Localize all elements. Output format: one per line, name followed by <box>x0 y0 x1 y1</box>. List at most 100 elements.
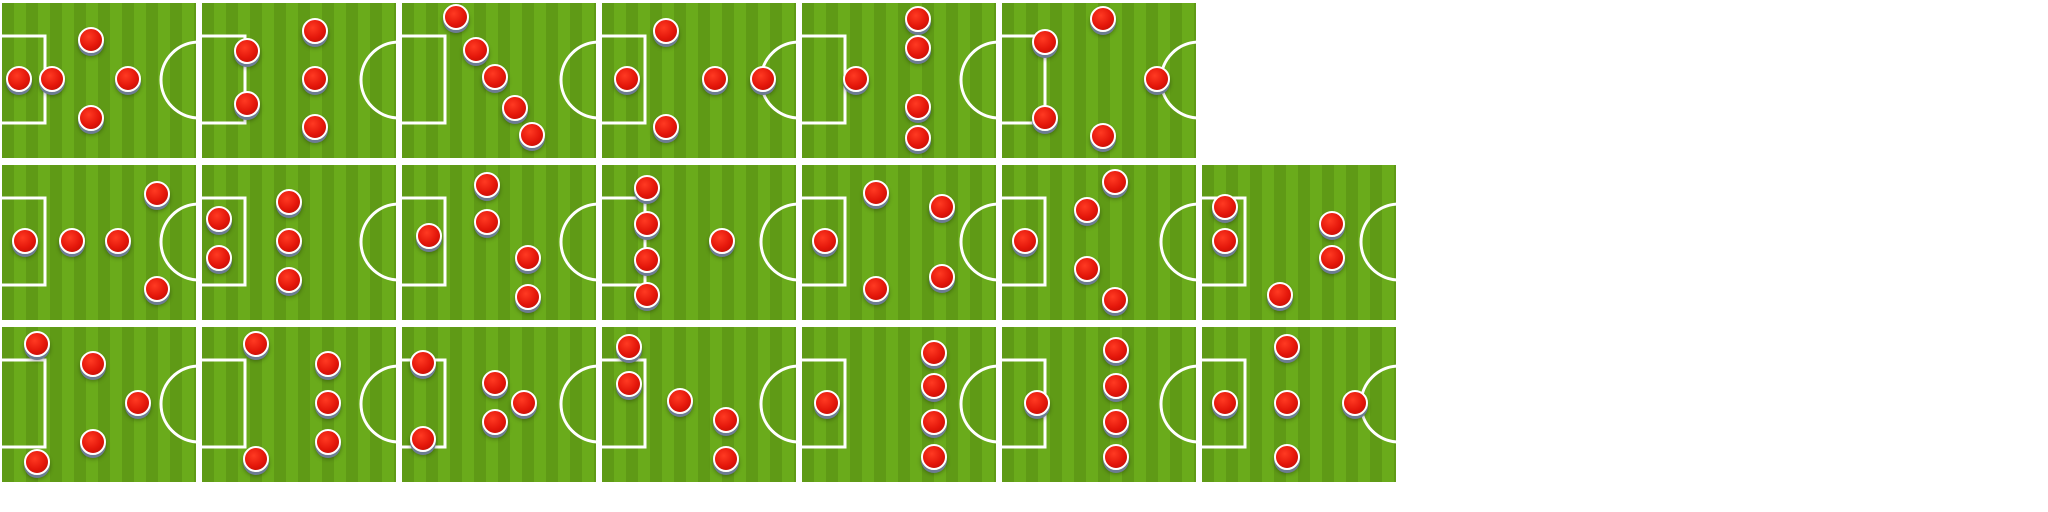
player-marker <box>482 408 509 435</box>
formation-tile[interactable] <box>602 3 796 158</box>
player-marker <box>1274 444 1301 471</box>
formation-tile[interactable] <box>1002 165 1196 320</box>
player-marker <box>701 65 728 92</box>
player-marker <box>1266 282 1293 309</box>
penalty-box <box>1002 196 1047 287</box>
center-circle <box>759 202 796 282</box>
formation-tile[interactable] <box>802 3 996 158</box>
player-marker <box>410 349 437 376</box>
player-marker <box>920 372 947 399</box>
player-marker <box>616 371 643 398</box>
player-marker <box>78 104 105 131</box>
penalty-box <box>802 358 847 449</box>
formation-tile[interactable] <box>402 327 596 482</box>
player-marker <box>58 227 85 254</box>
formation-tile[interactable] <box>602 327 796 482</box>
formation-tile[interactable] <box>202 3 396 158</box>
player-marker <box>80 351 107 378</box>
player-marker <box>12 227 39 254</box>
formation-tile[interactable] <box>2 327 196 482</box>
player-marker <box>1031 28 1058 55</box>
player-marker <box>1103 444 1130 471</box>
center-circle <box>1359 202 1396 282</box>
center-circle <box>959 40 996 120</box>
formation-tile[interactable] <box>1002 3 1196 158</box>
formation-tile[interactable] <box>2 3 196 158</box>
player-marker <box>105 227 132 254</box>
penalty-box <box>2 358 47 449</box>
penalty-box <box>2 196 47 287</box>
player-marker <box>1074 255 1101 282</box>
player-marker <box>416 223 443 250</box>
player-marker <box>928 193 955 220</box>
player-marker <box>124 389 151 416</box>
pitch-markings <box>2 358 196 449</box>
player-marker <box>276 227 303 254</box>
pitch-markings <box>202 358 396 449</box>
player-marker <box>301 65 328 92</box>
player-marker <box>410 425 437 452</box>
player-marker <box>518 121 545 148</box>
player-marker <box>814 389 841 416</box>
center-circle <box>159 202 196 282</box>
player-marker <box>315 428 342 455</box>
player-marker <box>653 17 680 44</box>
player-marker <box>474 209 501 236</box>
player-marker <box>713 445 740 472</box>
center-circle <box>559 40 596 120</box>
pitch-markings <box>402 34 596 125</box>
pitch-markings <box>402 358 596 449</box>
pitch-markings <box>202 196 396 287</box>
player-marker <box>462 36 489 63</box>
player-marker <box>633 282 660 309</box>
pitch-markings <box>802 34 996 125</box>
player-marker <box>1318 245 1345 271</box>
player-marker <box>144 181 171 208</box>
center-circle <box>759 364 796 444</box>
player-marker <box>482 369 509 396</box>
player-marker <box>1274 334 1301 361</box>
formation-tile[interactable] <box>402 3 596 158</box>
penalty-box <box>202 34 247 125</box>
player-marker <box>1318 210 1345 237</box>
player-marker <box>301 114 328 140</box>
player-marker <box>928 263 955 290</box>
formation-tile[interactable] <box>202 165 396 320</box>
player-marker <box>633 175 660 202</box>
formation-tile[interactable] <box>1002 327 1196 482</box>
pitch-markings <box>1002 196 1196 287</box>
formation-tile[interactable] <box>802 327 996 482</box>
player-marker <box>6 65 33 92</box>
player-marker <box>233 90 260 117</box>
player-marker <box>501 95 528 122</box>
formation-tile[interactable] <box>802 165 996 320</box>
player-marker <box>905 5 932 32</box>
formation-tile[interactable] <box>602 165 796 320</box>
player-marker <box>23 448 50 475</box>
player-marker <box>443 3 470 30</box>
penalty-box <box>1002 34 1047 125</box>
player-marker <box>515 283 542 310</box>
formation-tile[interactable] <box>1202 165 1396 320</box>
formation-tile[interactable] <box>1202 327 1396 482</box>
player-marker <box>474 172 501 199</box>
formation-tile[interactable] <box>2 165 196 320</box>
player-marker <box>1089 123 1116 150</box>
penalty-box <box>602 196 647 287</box>
player-marker <box>39 65 66 92</box>
pitch-markings <box>402 196 596 287</box>
player-marker <box>750 65 777 92</box>
player-marker <box>905 93 932 120</box>
player-marker <box>862 179 889 206</box>
formation-tile[interactable] <box>202 327 396 482</box>
formation-tile[interactable] <box>402 165 596 320</box>
penalty-box <box>402 196 447 287</box>
player-marker <box>614 65 641 92</box>
player-marker <box>80 428 107 455</box>
player-marker <box>482 64 509 91</box>
center-circle <box>359 202 396 282</box>
player-marker <box>1101 286 1128 313</box>
player-marker <box>315 351 342 378</box>
player-marker <box>616 334 643 361</box>
